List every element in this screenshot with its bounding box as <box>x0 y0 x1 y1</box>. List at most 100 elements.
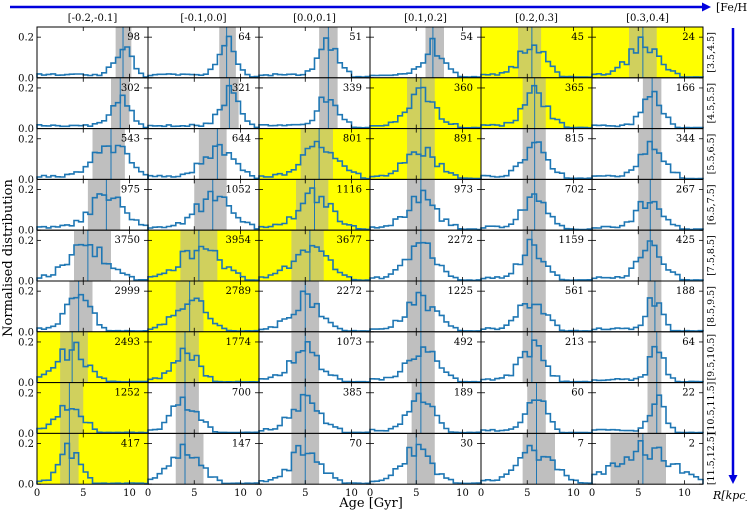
x-tick-label: 5 <box>635 488 641 499</box>
column-header: [0.2,0.3] <box>515 13 558 24</box>
histogram-line <box>36 243 149 281</box>
star-count-label: 147 <box>232 438 251 449</box>
star-count-label: 975 <box>121 184 140 195</box>
star-count-label: 2789 <box>226 286 251 297</box>
panel: 425 <box>591 229 704 282</box>
y-tick-label: 0.0 <box>18 73 34 84</box>
y-tick-label: 0.0 <box>18 378 34 389</box>
panel: 267 <box>591 178 704 231</box>
histogram-line <box>147 190 260 231</box>
star-count-label: 1116 <box>337 184 362 195</box>
fe-h-axis-arrow <box>10 2 711 12</box>
radius-axis-label: R[kpc] <box>712 489 747 502</box>
histogram-line <box>480 399 593 434</box>
panel: 166 <box>591 77 704 130</box>
column-header: [0.1,0.2] <box>404 13 447 24</box>
histogram-line <box>36 144 149 180</box>
histogram-line <box>258 140 371 180</box>
histogram-line <box>36 94 149 129</box>
age-range-band <box>522 230 546 281</box>
column-header: [-0.2,-0.1] <box>68 13 118 24</box>
panel: 147 0 5 10 <box>145 432 260 499</box>
x-tick-label: 10 <box>678 488 691 499</box>
panel: 2 0 5 10 <box>589 432 704 499</box>
panel: 3677 <box>258 229 371 282</box>
star-count-label: 70 <box>349 438 362 449</box>
x-tick-label: 0 <box>34 488 40 499</box>
star-count-label: 3750 <box>115 235 140 246</box>
panel: 339 <box>258 77 371 130</box>
panel: 344 <box>591 128 704 180</box>
y-tick-label: 0.0 <box>18 226 34 237</box>
x-tick-label: 10 <box>567 488 580 499</box>
panel: 302 0.0 0.2 <box>18 77 149 135</box>
histogram-line <box>591 297 704 332</box>
star-count-label: 3677 <box>337 235 362 246</box>
row-label: [8.5,9.5] <box>706 286 717 327</box>
histogram-line <box>258 187 371 231</box>
star-count-label: 51 <box>349 32 362 43</box>
star-count-label: 2999 <box>115 286 140 297</box>
panel: 1159 <box>480 229 593 282</box>
panel: 7 0 5 10 <box>478 432 593 499</box>
age-range-band <box>647 382 662 434</box>
age-range-band <box>60 382 84 434</box>
star-count-label: 22 <box>682 388 695 399</box>
star-count-label: 213 <box>565 337 584 348</box>
star-count-label: 188 <box>676 286 695 297</box>
column-header: [-0.1,0.0] <box>180 13 226 24</box>
star-count-label: 360 <box>454 83 473 94</box>
star-count-label: 700 <box>232 388 251 399</box>
panel: 3954 <box>147 229 260 282</box>
star-count-label: 801 <box>343 134 362 145</box>
panel: 64 <box>591 331 704 384</box>
x-tick-label: 5 <box>80 488 86 499</box>
histogram-line <box>36 193 149 231</box>
y-tick-label: 0.2 <box>18 134 34 145</box>
y-tick-label: 0.0 <box>18 480 34 491</box>
age-range-band <box>522 331 546 383</box>
panel: 1774 <box>147 331 260 384</box>
panel: 891 <box>369 128 482 180</box>
histogram-line <box>591 394 704 434</box>
star-count-label: 2272 <box>337 286 362 297</box>
star-count-label: 24 <box>682 32 695 43</box>
star-count-label: 492 <box>454 337 473 348</box>
age-range-band <box>522 281 546 332</box>
panel: 700 <box>147 382 260 434</box>
panel: 60 <box>480 382 593 434</box>
panel: 1252 0.0 0.2 <box>18 382 149 440</box>
star-count-label: 385 <box>343 388 362 399</box>
age-range-band <box>175 382 199 434</box>
panel: 189 <box>369 382 482 434</box>
histogram-line <box>369 346 482 383</box>
panel: 1073 <box>258 331 371 384</box>
star-count-label: 1052 <box>226 184 251 195</box>
star-count-label: 561 <box>565 286 584 297</box>
star-count-label: 2 <box>689 438 695 449</box>
panel-frame <box>591 432 704 485</box>
x-tick-label: 10 <box>123 488 136 499</box>
star-count-label: 2272 <box>448 235 473 246</box>
row-label: [4.5,5.5] <box>706 83 717 124</box>
star-count-label: 1774 <box>226 337 251 348</box>
age-range-band <box>647 331 662 383</box>
panel: 492 <box>369 331 482 384</box>
histogram-line <box>147 84 260 129</box>
panel: 2272 <box>258 280 371 333</box>
panel: 561 <box>480 280 593 333</box>
histogram-line <box>480 444 593 485</box>
row-label: [11.5,12.5] <box>706 432 717 485</box>
x-axis-label: Age [Gyr] <box>338 496 403 511</box>
star-count-label: 2493 <box>115 337 140 348</box>
histogram-line <box>147 245 260 281</box>
age-range-band <box>69 281 93 332</box>
star-count-label: 365 <box>565 83 584 94</box>
panel-highlight <box>37 433 148 485</box>
star-count-label: 166 <box>676 83 695 94</box>
star-count-label: 60 <box>571 388 584 399</box>
star-count-label: 973 <box>454 184 473 195</box>
panel: 45 <box>480 26 593 79</box>
